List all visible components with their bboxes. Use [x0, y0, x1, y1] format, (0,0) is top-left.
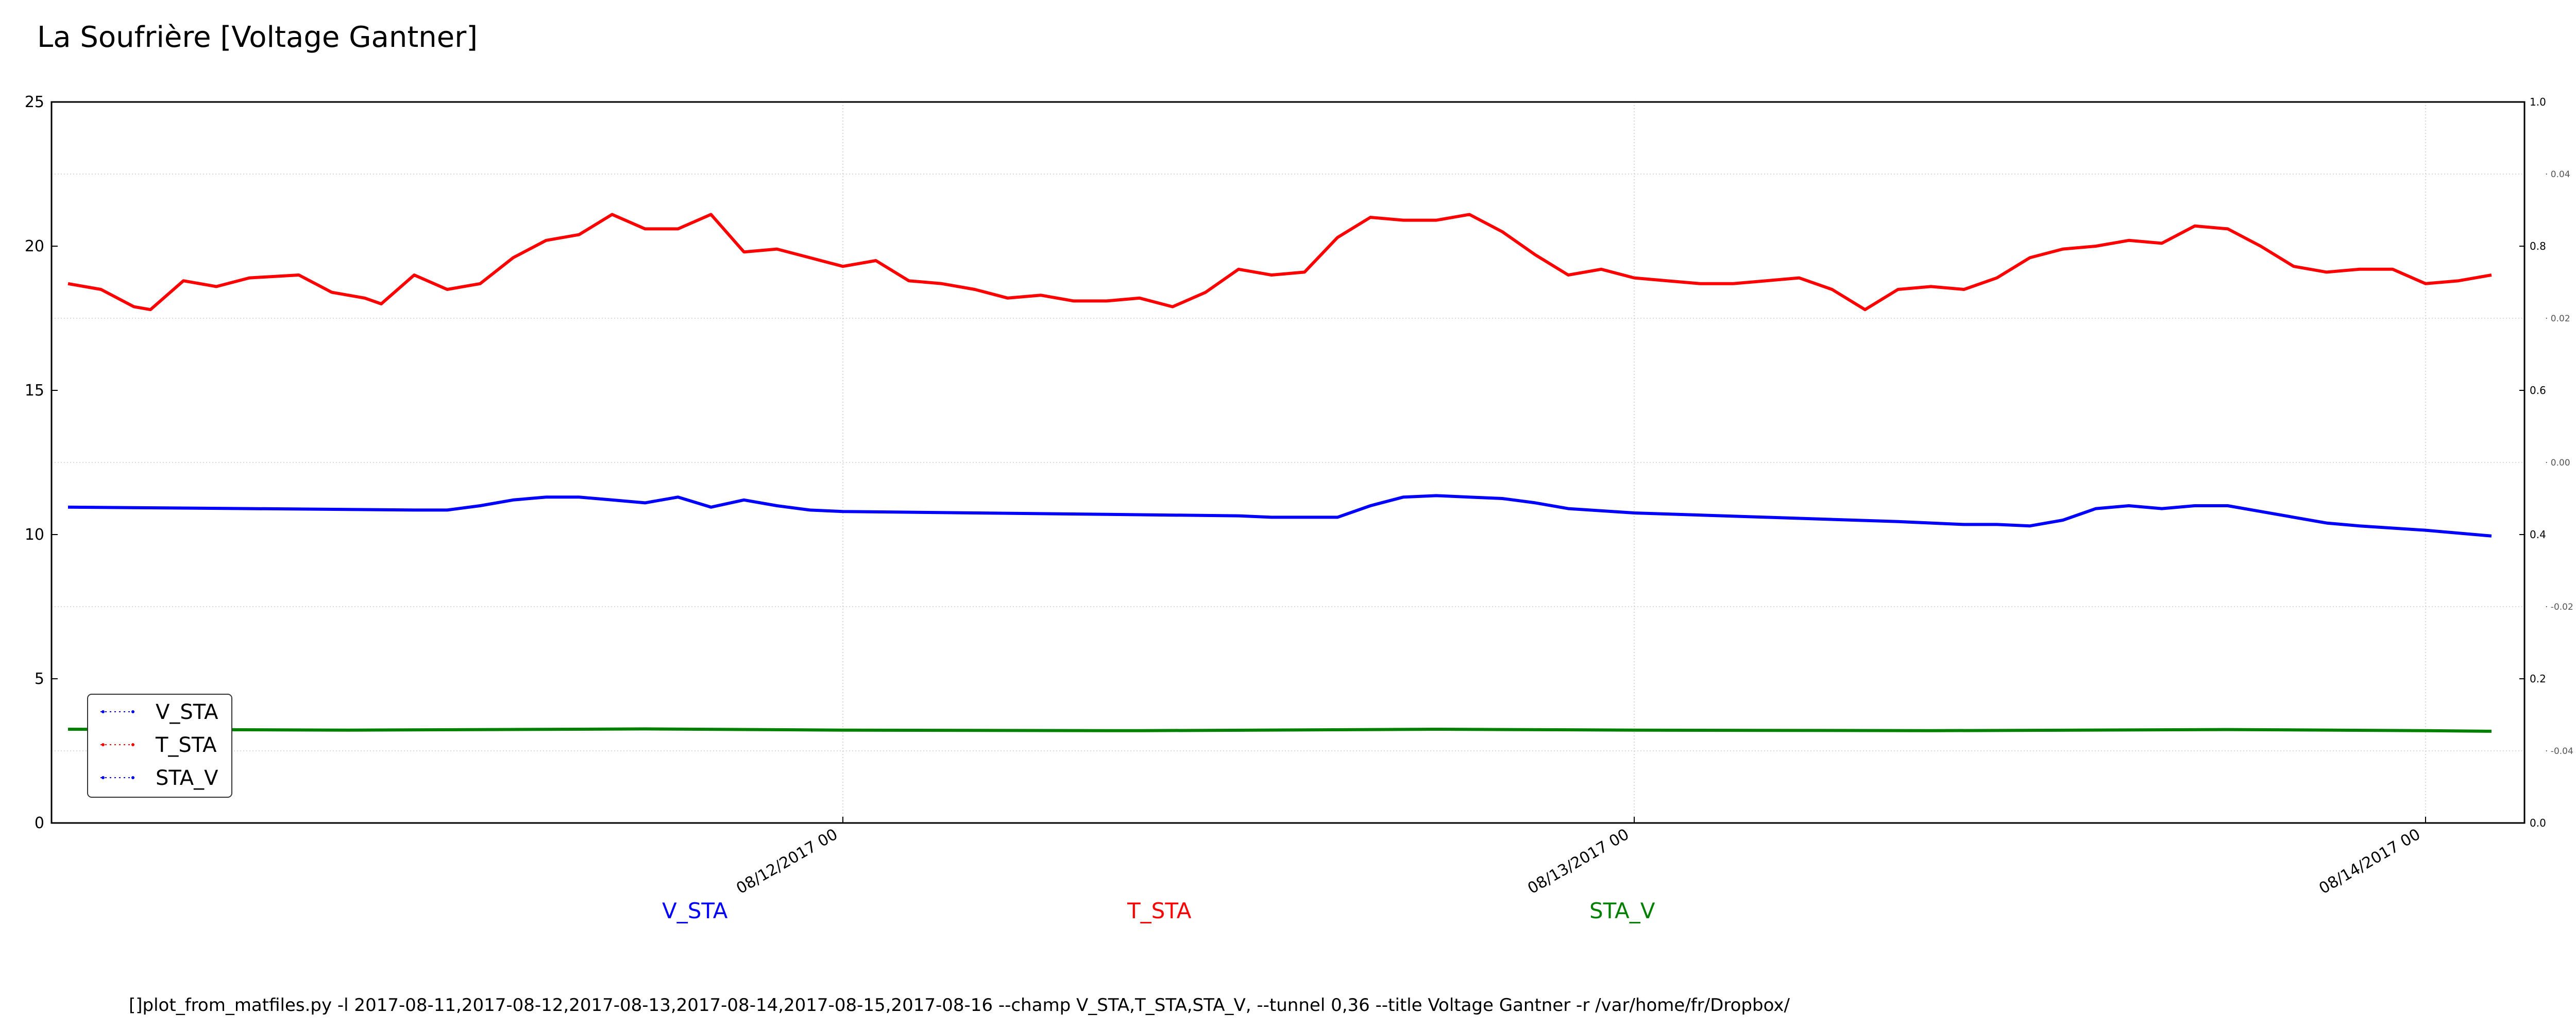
- legend-marker: [131, 776, 134, 779]
- legend-marker: [101, 743, 105, 746]
- legend-marker: [101, 710, 105, 713]
- y-tick-label: 5: [35, 670, 44, 688]
- y3-tick-label: · 0.04: [2545, 169, 2570, 180]
- y3-tick-label: · 0.02: [2545, 314, 2570, 324]
- y2-tick-label: 1.0: [2530, 96, 2546, 108]
- legend-box: [87, 694, 232, 798]
- series-line-sta-v: [67, 727, 2492, 733]
- legend-label: STA_V: [156, 766, 218, 790]
- y2-tick-label: 0.4: [2530, 528, 2546, 541]
- y3-tick-label: · -0.02: [2545, 602, 2573, 612]
- series-layer: [67, 213, 2492, 733]
- legend-marker: [131, 743, 134, 746]
- x-tick-label: 08/14/2017 00: [2316, 826, 2424, 898]
- series-label-sta-v: STA_V: [1589, 898, 1655, 923]
- y-tick-label: 10: [25, 526, 44, 544]
- plot-frame: [50, 101, 2526, 824]
- x-tick-label: 08/12/2017 00: [733, 826, 841, 898]
- series-line-v-sta: [67, 494, 2492, 538]
- legend-label: T_STA: [155, 733, 217, 757]
- axis-layer: 08/12/2017 00 08/13/2017 00 08/14/2017 00 0…: [25, 93, 2573, 898]
- y-tick-label: 25: [25, 93, 44, 111]
- series-line-t-sta: [67, 213, 2492, 312]
- y2-tick-label: 0.8: [2530, 240, 2546, 252]
- series-label-t-sta: T_STA: [1127, 898, 1192, 923]
- y3-tick-label: · -0.04: [2545, 746, 2573, 757]
- y-tick-label: 20: [25, 237, 44, 255]
- grid-layer: [52, 102, 2524, 823]
- y2-tick-label: 0.2: [2530, 673, 2546, 685]
- x-tick-label: 08/13/2017 00: [1524, 826, 1632, 898]
- footer-command: []plot_from_matfiles.py -l 2017-08-11,20…: [129, 995, 1790, 1016]
- chart-title: La Soufrière [Voltage Gantner]: [37, 21, 478, 54]
- y-tick-label: 15: [25, 382, 44, 400]
- legend-label: V_STA: [156, 700, 218, 724]
- y-tick-label: 0: [35, 814, 44, 832]
- legend-marker: [131, 710, 134, 713]
- y2-tick-label: 0.6: [2530, 384, 2546, 397]
- series-label-v-sta: V_STA: [662, 898, 728, 923]
- y3-tick-label: · 0.00: [2545, 458, 2570, 468]
- legend: V_STA T_STA STA_V: [87, 694, 232, 798]
- legend-marker: [101, 776, 105, 779]
- y2-tick-label: 0.0: [2530, 817, 2546, 829]
